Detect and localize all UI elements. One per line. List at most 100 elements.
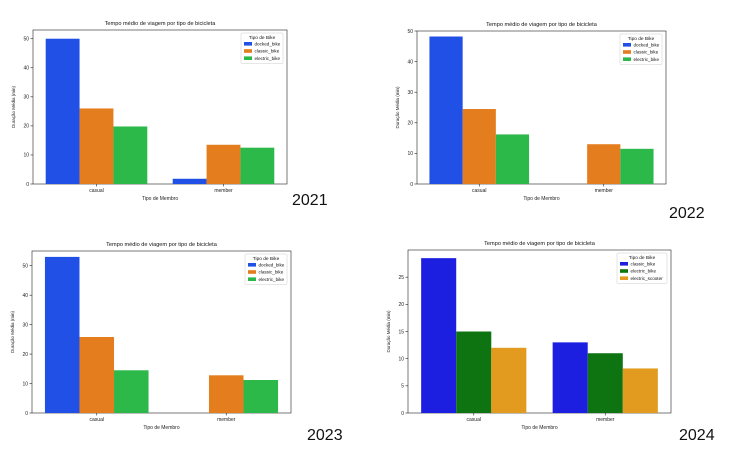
y-tick-label: 50 bbox=[407, 29, 413, 35]
y-tick-label: 10 bbox=[398, 356, 404, 362]
x-axis-label: Tipo de Membro bbox=[142, 196, 178, 202]
bar-docked_bike-member bbox=[172, 178, 207, 184]
y-tick-label: 0 bbox=[26, 182, 29, 188]
y-tick-label: 25 bbox=[398, 275, 404, 281]
legend-swatch-classic_bike bbox=[623, 50, 631, 54]
y-tick-label: 30 bbox=[407, 90, 413, 96]
y-axis-label: Duração Média (min) bbox=[11, 85, 16, 128]
y-tick-label: 10 bbox=[23, 153, 29, 159]
legend-label-classic_bike: classic_bike bbox=[631, 261, 656, 266]
bar-classic_bike-casual bbox=[421, 258, 457, 413]
bar-electric_bike-casual bbox=[495, 134, 530, 184]
bar-classic_bike-casual bbox=[79, 337, 115, 413]
chart-panel-2022: Tempo médio de viagem por tipo de bicicl… bbox=[395, 22, 667, 202]
y-tick-label: 20 bbox=[398, 302, 404, 308]
legend-title: Tipo de Bike bbox=[628, 36, 655, 42]
legend-swatch-docked_bike bbox=[244, 42, 252, 46]
legend-box bbox=[616, 252, 668, 284]
legend-label-docked_bike: docked_bike bbox=[259, 262, 285, 267]
legend-swatch-electric_bike bbox=[244, 56, 252, 60]
y-tick-label: 0 bbox=[25, 411, 28, 417]
bar-electric_bike-member bbox=[587, 353, 623, 413]
legend-title: Tipo de Bike bbox=[253, 256, 280, 262]
bar-docked_bike-casual bbox=[429, 36, 463, 185]
y-tick-label: 50 bbox=[23, 37, 29, 43]
bar-electric_scooter-casual bbox=[491, 347, 527, 413]
legend-label-docked_bike: docked_bike bbox=[255, 41, 281, 46]
chart-panel-2021: Tempo médio de viagem por tipo de bicicl… bbox=[11, 21, 288, 202]
bar-electric_bike-member bbox=[620, 148, 654, 184]
legend-label-electric_bike: electric_bike bbox=[259, 277, 285, 282]
y-tick-label: 20 bbox=[407, 121, 413, 127]
x-tick-label: member bbox=[217, 417, 236, 423]
legend-swatch-electric_bike bbox=[620, 269, 628, 273]
legend-swatch-classic_bike bbox=[248, 270, 256, 274]
bar-classic_bike-member bbox=[208, 375, 244, 413]
y-tick-label: 30 bbox=[23, 95, 29, 101]
legend-swatch-electric_bike bbox=[623, 57, 631, 61]
legend-label-classic_bike: classic_bike bbox=[259, 270, 284, 275]
bar-electric_scooter-member bbox=[622, 368, 658, 413]
year-label-2023: 2023 bbox=[307, 427, 343, 444]
chart-panel-2024: Tempo médio de viagem por tipo de bicicl… bbox=[386, 241, 672, 431]
bar-electric_bike-member bbox=[243, 380, 279, 413]
bar-classic_bike-member bbox=[552, 342, 588, 413]
y-axis-label: Duração Média (min) bbox=[386, 310, 391, 353]
x-tick-label: member bbox=[596, 417, 615, 423]
y-tick-label: 30 bbox=[22, 322, 28, 328]
legend-box bbox=[244, 253, 288, 285]
y-tick-label: 0 bbox=[410, 182, 413, 188]
y-tick-label: 5 bbox=[401, 384, 404, 390]
x-tick-label: member bbox=[595, 188, 614, 194]
chart-title: Tempo médio de viagem por tipo de bicicl… bbox=[105, 21, 217, 27]
x-tick-label: casual bbox=[467, 417, 481, 423]
legend-label-classic_bike: classic_bike bbox=[255, 49, 280, 54]
x-tick-label: member bbox=[214, 188, 233, 194]
chart-title: Tempo médio de viagem por tipo de bicicl… bbox=[486, 22, 598, 28]
legend-swatch-electric_scooter bbox=[620, 276, 628, 280]
chart-title: Tempo médio de viagem por tipo de bicicl… bbox=[106, 242, 218, 248]
bar-classic_bike-member bbox=[587, 144, 621, 184]
bar-classic_bike-casual bbox=[79, 108, 114, 184]
legend-label-electric_scooter: electric_scooter bbox=[631, 276, 664, 281]
legend-box bbox=[240, 32, 284, 64]
year-label-2022: 2022 bbox=[669, 205, 705, 222]
x-axis-label: Tipo de Membro bbox=[523, 196, 559, 202]
y-tick-label: 40 bbox=[407, 59, 413, 65]
bar-classic_bike-casual bbox=[462, 109, 496, 184]
y-tick-label: 15 bbox=[398, 329, 404, 335]
y-tick-label: 40 bbox=[22, 293, 28, 299]
x-axis-label: Tipo de Membro bbox=[521, 425, 557, 431]
bar-classic_bike-member bbox=[206, 144, 241, 184]
y-tick-label: 10 bbox=[22, 381, 28, 387]
legend-label-classic_bike: classic_bike bbox=[634, 50, 659, 55]
bar-docked_bike-casual bbox=[44, 256, 80, 413]
bar-electric_bike-member bbox=[240, 147, 275, 184]
legend-label-electric_bike: electric_bike bbox=[631, 269, 657, 274]
year-label-2024: 2024 bbox=[679, 427, 715, 444]
x-tick-label: casual bbox=[89, 188, 103, 194]
y-tick-label: 50 bbox=[22, 264, 28, 270]
plot-frame bbox=[31, 250, 292, 414]
plot-frame bbox=[32, 29, 288, 185]
legend-swatch-docked_bike bbox=[248, 263, 256, 267]
bar-electric_bike-casual bbox=[113, 126, 148, 184]
chart-title: Tempo médio de viagem por tipo de bicicl… bbox=[484, 241, 596, 247]
y-tick-label: 20 bbox=[22, 352, 28, 358]
y-tick-label: 20 bbox=[23, 124, 29, 130]
legend-label-electric_bike: electric_bike bbox=[634, 57, 660, 62]
y-tick-label: 10 bbox=[407, 151, 413, 157]
x-tick-label: casual bbox=[90, 417, 104, 423]
y-tick-label: 0 bbox=[401, 411, 404, 417]
y-axis-label: Duração Média (min) bbox=[395, 86, 400, 129]
bar-electric_bike-casual bbox=[456, 331, 492, 413]
y-tick-label: 40 bbox=[23, 66, 29, 72]
bar-electric_bike-casual bbox=[114, 370, 149, 413]
legend-swatch-classic_bike bbox=[620, 262, 628, 266]
x-tick-label: casual bbox=[472, 188, 486, 194]
